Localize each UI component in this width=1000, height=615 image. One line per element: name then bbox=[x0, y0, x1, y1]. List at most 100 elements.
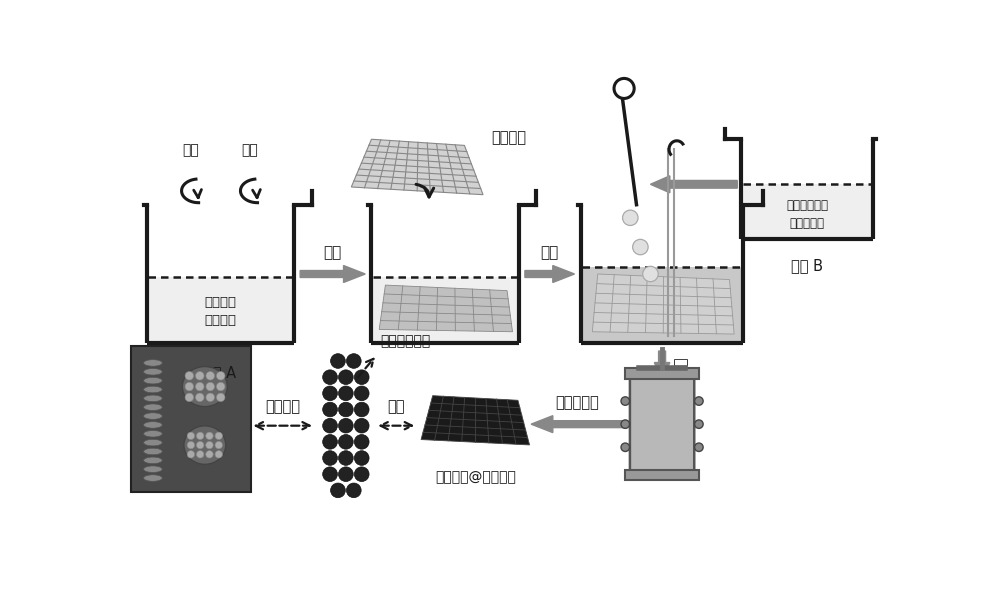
Text: 钴盐: 钴盐 bbox=[182, 143, 199, 157]
Polygon shape bbox=[371, 277, 519, 343]
Circle shape bbox=[215, 451, 222, 458]
Circle shape bbox=[185, 383, 194, 391]
Circle shape bbox=[206, 442, 213, 449]
Circle shape bbox=[695, 443, 703, 451]
Ellipse shape bbox=[144, 404, 162, 410]
Circle shape bbox=[187, 432, 195, 440]
Circle shape bbox=[323, 435, 337, 449]
Circle shape bbox=[216, 383, 225, 391]
Polygon shape bbox=[654, 351, 670, 379]
Ellipse shape bbox=[144, 395, 162, 402]
Ellipse shape bbox=[144, 457, 162, 464]
Circle shape bbox=[206, 371, 215, 380]
Circle shape bbox=[354, 418, 369, 433]
Circle shape bbox=[196, 432, 204, 440]
Circle shape bbox=[196, 451, 204, 458]
Circle shape bbox=[354, 370, 369, 384]
Circle shape bbox=[623, 210, 638, 226]
Ellipse shape bbox=[144, 422, 162, 428]
Circle shape bbox=[339, 370, 353, 384]
Text: 搅拌: 搅拌 bbox=[674, 357, 689, 374]
Circle shape bbox=[216, 371, 225, 380]
Circle shape bbox=[621, 420, 630, 429]
Circle shape bbox=[339, 467, 353, 482]
Text: 镍钴合金颗粒: 镍钴合金颗粒 bbox=[381, 335, 431, 349]
Circle shape bbox=[185, 393, 194, 402]
Polygon shape bbox=[525, 266, 574, 282]
Ellipse shape bbox=[144, 360, 162, 366]
Circle shape bbox=[323, 402, 337, 417]
Circle shape bbox=[206, 393, 215, 402]
Ellipse shape bbox=[144, 386, 162, 393]
Text: 类玉米状: 类玉米状 bbox=[265, 399, 300, 414]
Ellipse shape bbox=[144, 378, 162, 384]
Circle shape bbox=[621, 397, 630, 405]
Polygon shape bbox=[625, 368, 699, 379]
Circle shape bbox=[354, 451, 369, 466]
Circle shape bbox=[633, 239, 648, 255]
Ellipse shape bbox=[144, 448, 162, 454]
Circle shape bbox=[354, 386, 369, 400]
Circle shape bbox=[206, 383, 215, 391]
Text: 氢氧化钠溶液
水合肼溶液: 氢氧化钠溶液 水合肼溶液 bbox=[786, 199, 828, 230]
Ellipse shape bbox=[144, 368, 162, 375]
Polygon shape bbox=[581, 267, 743, 343]
Text: 亲水碳布: 亲水碳布 bbox=[491, 130, 526, 145]
Circle shape bbox=[196, 383, 204, 391]
Circle shape bbox=[339, 386, 353, 400]
Ellipse shape bbox=[184, 426, 226, 464]
FancyBboxPatch shape bbox=[630, 375, 694, 474]
Ellipse shape bbox=[144, 466, 162, 472]
Polygon shape bbox=[300, 266, 365, 282]
Circle shape bbox=[323, 467, 337, 482]
Polygon shape bbox=[131, 346, 251, 492]
Circle shape bbox=[339, 435, 353, 449]
Polygon shape bbox=[592, 274, 734, 334]
Circle shape bbox=[216, 393, 225, 402]
Circle shape bbox=[695, 420, 703, 429]
Circle shape bbox=[206, 451, 213, 458]
Text: 镍盐: 镍盐 bbox=[241, 143, 258, 157]
Text: 组成: 组成 bbox=[388, 399, 405, 414]
Circle shape bbox=[339, 451, 353, 466]
Ellipse shape bbox=[182, 367, 227, 407]
Circle shape bbox=[354, 467, 369, 482]
Circle shape bbox=[196, 442, 204, 449]
Circle shape bbox=[695, 397, 703, 405]
Polygon shape bbox=[351, 139, 483, 195]
Polygon shape bbox=[147, 277, 294, 343]
Circle shape bbox=[196, 393, 204, 402]
Polygon shape bbox=[650, 176, 737, 192]
Polygon shape bbox=[625, 470, 699, 480]
Circle shape bbox=[323, 370, 337, 384]
Ellipse shape bbox=[144, 439, 162, 446]
Text: 搅拌: 搅拌 bbox=[324, 245, 342, 260]
Circle shape bbox=[331, 354, 345, 368]
Circle shape bbox=[323, 418, 337, 433]
Polygon shape bbox=[379, 285, 512, 331]
Circle shape bbox=[354, 402, 369, 417]
Circle shape bbox=[196, 371, 204, 380]
Circle shape bbox=[354, 435, 369, 449]
Text: 原位水热法: 原位水热法 bbox=[556, 395, 599, 410]
Circle shape bbox=[331, 483, 345, 498]
Text: 溶液 B: 溶液 B bbox=[791, 258, 823, 274]
Circle shape bbox=[215, 432, 222, 440]
Circle shape bbox=[621, 443, 630, 451]
Polygon shape bbox=[421, 395, 530, 445]
Circle shape bbox=[185, 371, 194, 380]
Text: 去离子水
无水乙醇: 去离子水 无水乙醇 bbox=[204, 296, 236, 327]
Circle shape bbox=[339, 402, 353, 417]
Circle shape bbox=[339, 418, 353, 433]
Circle shape bbox=[346, 483, 361, 498]
Ellipse shape bbox=[144, 475, 162, 482]
Ellipse shape bbox=[144, 413, 162, 419]
Circle shape bbox=[215, 442, 222, 449]
Text: 镍钴合金@亲水碳布: 镍钴合金@亲水碳布 bbox=[435, 470, 516, 485]
Circle shape bbox=[323, 451, 337, 466]
Circle shape bbox=[187, 442, 195, 449]
Text: 静置: 静置 bbox=[541, 245, 559, 260]
Polygon shape bbox=[741, 184, 873, 239]
Circle shape bbox=[346, 354, 361, 368]
Polygon shape bbox=[531, 416, 624, 432]
